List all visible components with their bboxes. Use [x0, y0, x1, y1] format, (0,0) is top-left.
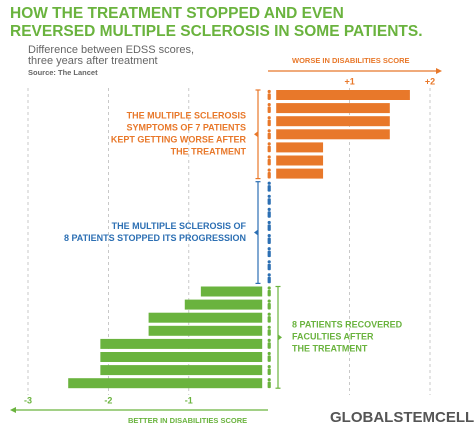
patient-icon-head [267, 338, 271, 342]
annotation: THE MULTIPLE SCLEROSIS [127, 111, 246, 121]
annotation: THE MULTIPLE SCLEROSIS OF [112, 221, 247, 231]
patient-icon [267, 158, 271, 166]
annotation: KEPT GETTING WORSE AFTER [111, 135, 247, 145]
patient-icon [267, 132, 271, 140]
patient-icon-head [267, 247, 271, 251]
patient-icon [267, 316, 271, 323]
patient-icon-head [267, 207, 271, 211]
patient-icon [267, 355, 271, 362]
patient-icon [267, 342, 271, 349]
bar [148, 312, 263, 323]
patient-icon-head [267, 234, 271, 238]
patient-icon [267, 198, 271, 205]
bar [184, 299, 263, 310]
patient-icon [267, 329, 271, 336]
subtitle: three years after treatment [28, 55, 158, 67]
patient-icon-head [267, 116, 271, 120]
logo: GLOBALSTEMCELLS.com [330, 409, 474, 426]
annotation: 8 PATIENTS RECOVERED [292, 320, 403, 330]
bracket-arrow [254, 229, 258, 236]
patient-icon-head [267, 325, 271, 329]
patient-icon [267, 289, 271, 297]
source: Source: The Lancet [28, 68, 98, 77]
patient-icon [267, 368, 271, 375]
bar [68, 378, 263, 389]
annotation: THE TREATMENT [171, 147, 247, 157]
bar [276, 155, 324, 166]
patient-icon-head [267, 103, 271, 107]
patient-icon [267, 381, 271, 389]
x-tick-label: +2 [425, 76, 435, 86]
patient-icon-head [267, 351, 271, 356]
bar [276, 90, 410, 100]
bracket-arrow [254, 131, 258, 138]
patient-icon [267, 185, 271, 192]
patient-icon [267, 145, 271, 153]
bar [200, 286, 263, 297]
top-axis-label: WORSE IN DISABILITIES SCORE [292, 56, 410, 65]
patient-icon [267, 263, 271, 271]
chart-title: HOW THE TREATMENT STOPPED AND EVEN [10, 5, 344, 22]
arrow-head [10, 407, 16, 413]
patient-icon-head [267, 260, 271, 264]
patient-icon-head [267, 142, 271, 146]
annotation: 8 PATIENTS STOPPED ITS PROGRESSION [64, 233, 246, 243]
annotation: THE TREATMENT [292, 344, 368, 354]
bar [276, 142, 324, 153]
x-tick-label: +1 [344, 76, 354, 86]
bar [100, 365, 263, 376]
annotation: SYMPTOMS OF 7 PATIENTS [126, 123, 246, 133]
patient-icon-head [267, 129, 271, 133]
x-tick-label: -2 [104, 395, 112, 405]
patient-icon-head [267, 155, 271, 159]
patient-icon [267, 224, 271, 231]
patient-icon-head [267, 312, 271, 316]
patient-icon [267, 106, 271, 113]
patient-icon-head [267, 365, 271, 369]
annotation: FACULTIES AFTER [292, 332, 374, 342]
arrow-head [436, 68, 442, 74]
patient-icon [267, 172, 271, 179]
bar [148, 325, 263, 336]
bar [276, 129, 390, 140]
patient-icon [267, 237, 271, 244]
patient-icon [267, 211, 271, 218]
x-tick-label: -3 [24, 395, 32, 405]
patient-icon [267, 93, 271, 100]
chart-title: REVERSED MULTIPLE SCLEROSIS IN SOME PATI… [10, 23, 423, 40]
bar [276, 116, 390, 127]
patient-icon-head [267, 299, 271, 303]
patient-icon-head [267, 286, 271, 290]
patient-icon-head [267, 181, 271, 185]
bracket-arrow [278, 334, 282, 341]
patient-icon [267, 119, 271, 127]
patient-icon-head [267, 89, 271, 94]
patient-icon [267, 276, 271, 284]
patient-icon-head [267, 168, 271, 172]
bar [276, 168, 324, 179]
patient-icon-head [267, 273, 271, 277]
patient-icon [267, 303, 271, 310]
patient-icon-head [267, 194, 271, 198]
patient-icon [267, 250, 271, 258]
bottom-axis-label: BETTER IN DISABILITIES SCORE [128, 416, 247, 425]
bar [100, 338, 263, 349]
bar [276, 103, 390, 114]
subtitle: Difference between EDSS scores, [28, 44, 194, 56]
x-tick-label: -1 [185, 395, 193, 405]
patient-icon-head [267, 378, 271, 382]
bar [100, 352, 263, 362]
patient-icon-head [267, 220, 271, 225]
